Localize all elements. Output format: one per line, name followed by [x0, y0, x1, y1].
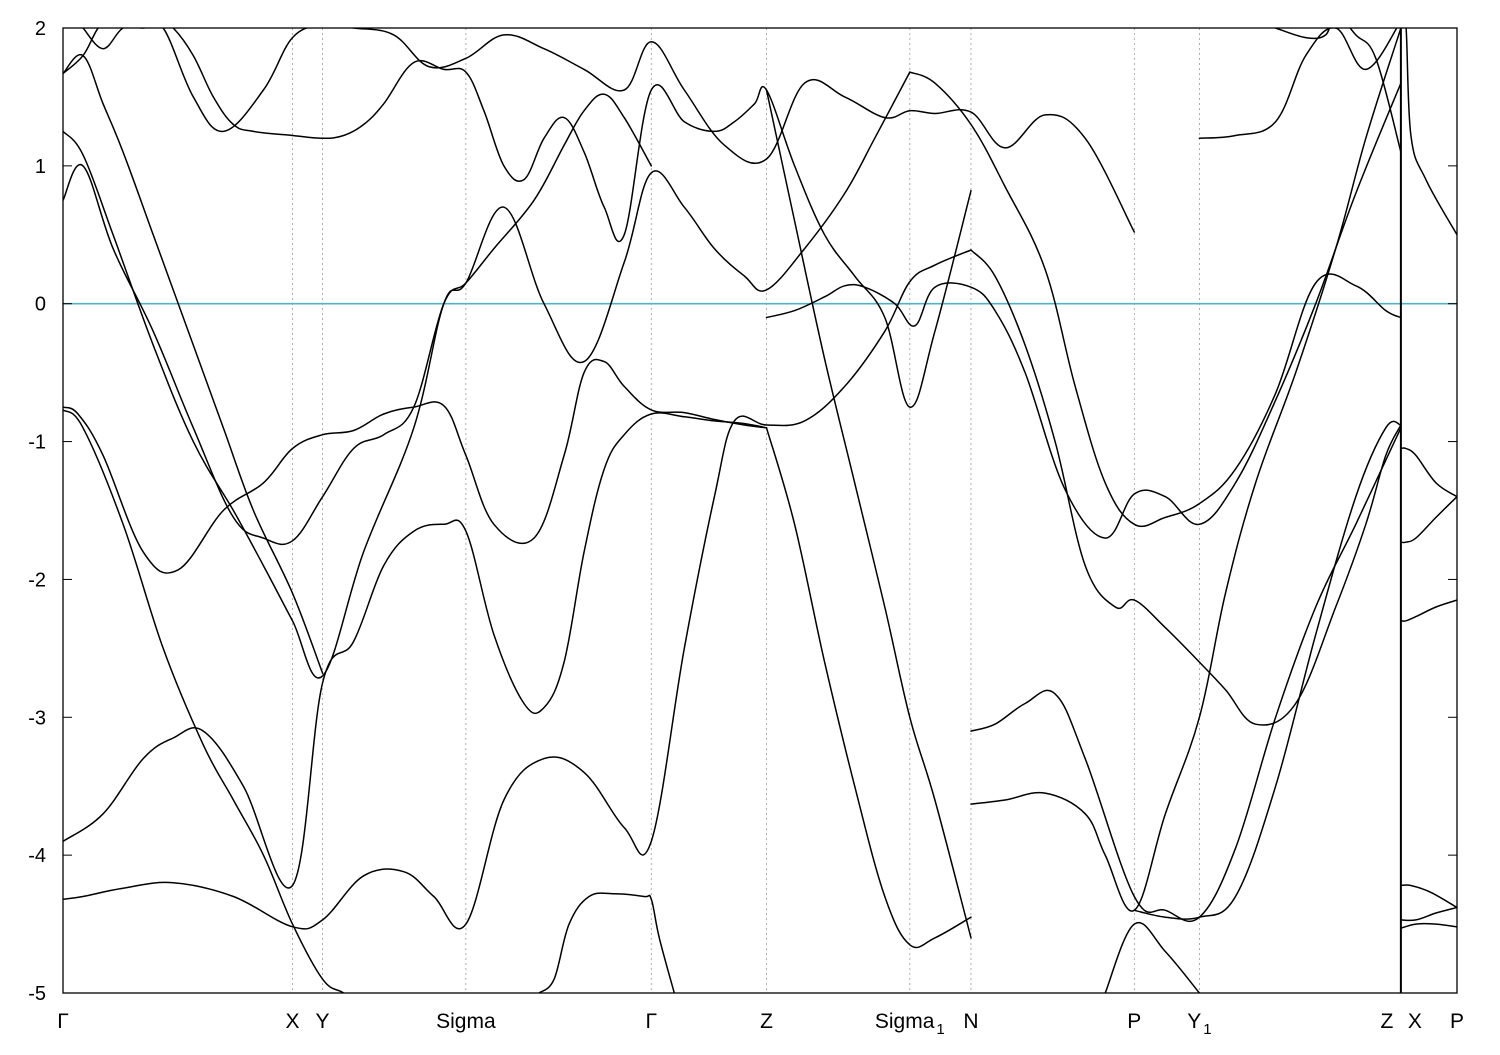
band-line-15	[765, 89, 972, 939]
band-line-14	[970, 28, 1402, 912]
band-line-28	[1400, 922, 1457, 929]
x-tick-label: Γ	[57, 1010, 69, 1033]
y-tick-label: 0	[35, 294, 46, 316]
x-tick-label: Z	[1380, 1010, 1393, 1033]
band-line-5	[63, 71, 911, 679]
kpoint-gridlines	[292, 28, 1402, 993]
band-line-7	[63, 53, 324, 674]
band-line-9	[63, 28, 972, 408]
band-line-11	[765, 82, 1402, 539]
band-line-8	[82, 28, 1136, 233]
x-tick-label: P	[1450, 1010, 1464, 1033]
y-tick-label: -3	[28, 707, 46, 729]
x-axis-labels: Γ X Y Sigma Γ Z Sigma 1 N P Y 1 Z X P	[57, 1010, 1464, 1038]
band-line-17	[1133, 420, 1402, 920]
x-tick-label: Z	[760, 1010, 773, 1033]
band-line-6	[63, 409, 345, 993]
x-tick-label: N	[963, 1010, 978, 1033]
x-tick-label: Sigma 1	[875, 1010, 945, 1038]
band-line-12	[970, 249, 1402, 726]
x-tick-label: Γ	[645, 1010, 657, 1033]
band-line-2	[63, 412, 768, 889]
bands-layer	[63, 28, 1457, 993]
y-tick-label: 2	[35, 18, 46, 40]
x-tick-label: P	[1127, 1010, 1141, 1033]
band-line-22	[1400, 28, 1457, 236]
y-tick-label: -1	[28, 432, 46, 454]
band-line-16	[765, 427, 972, 949]
band-line-27	[1400, 906, 1457, 922]
x-tick-label: Y	[316, 1010, 330, 1033]
y-tick-label: 1	[35, 156, 46, 178]
y-axis-ticks: -5 -4 -3 -2 -1 0 1 2	[28, 18, 1457, 1005]
band-line-18	[1104, 921, 1201, 993]
y-tick-label: -2	[28, 569, 46, 591]
y-tick-label: -4	[28, 845, 46, 867]
x-tick-label: X	[1408, 1010, 1422, 1033]
band-line-23	[1400, 447, 1457, 498]
band-line-13	[970, 427, 1402, 923]
band-line-21	[538, 892, 676, 993]
band-line-19	[1198, 28, 1398, 140]
band-line-1	[63, 249, 972, 930]
band-line-4	[63, 93, 653, 546]
band-line-24	[1400, 495, 1457, 544]
plot-frame	[62, 27, 1458, 994]
band-line-26	[1400, 884, 1457, 909]
band-line-25	[1400, 599, 1457, 622]
band-line-3	[63, 358, 768, 574]
y-tick-label: -5	[28, 983, 46, 1005]
x-tick-label: X	[285, 1010, 299, 1033]
band-line-10	[909, 71, 1402, 528]
x-tick-label: Sigma	[436, 1010, 496, 1033]
band-line-20	[1274, 28, 1402, 153]
